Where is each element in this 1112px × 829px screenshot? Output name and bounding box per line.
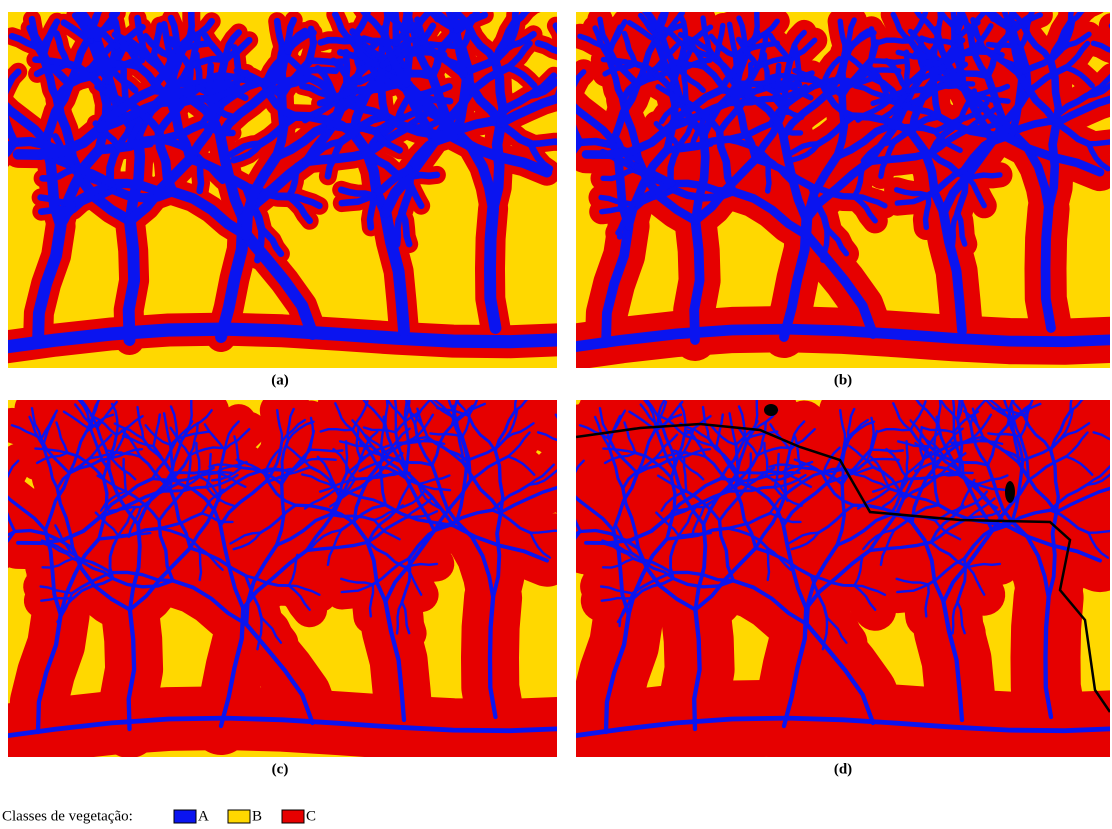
class-a-drainage (124, 70, 126, 102)
class-a-drainage (370, 196, 373, 228)
classified-map (491, 0, 1112, 368)
class-c-area (558, 55, 568, 98)
class-a-drainage (0, 87, 3, 100)
class-a-drainage (160, 99, 206, 103)
class-a-drainage (770, 76, 802, 79)
class-a-drainage (684, 70, 686, 102)
legend-swatch (282, 810, 304, 823)
class-c-area (556, 26, 568, 56)
class-a-drainage (0, 476, 3, 489)
panel-label: (a) (271, 372, 289, 388)
class-a-drainage (385, 0, 387, 36)
legend-label: B (252, 808, 262, 824)
class-a-drainage (556, 26, 568, 56)
black-patch (764, 404, 778, 416)
class-c-area (0, 87, 3, 100)
class-c-area (556, 415, 568, 445)
class-a-drainage (310, 29, 313, 61)
class-a-drainage (129, 221, 134, 340)
class-a-drainage (209, 76, 241, 79)
class-a-drainage (737, 472, 782, 474)
class-c-area (568, 461, 584, 489)
class-a-drainage (395, 400, 396, 432)
class-a-drainage (556, 415, 568, 445)
class-a-drainage (694, 221, 699, 340)
classified-map (491, 381, 1112, 757)
panel-label: (b) (834, 372, 852, 388)
class-c-area (558, 444, 568, 487)
class-a-drainage (764, 55, 767, 88)
class-c-area (0, 476, 3, 489)
class-a-drainage (558, 444, 568, 487)
class-a-drainage (907, 441, 908, 473)
class-a-drainage (118, 144, 150, 147)
class-c-area (775, 487, 802, 506)
classified-map (0, 0, 631, 368)
panel-label: (c) (272, 761, 289, 777)
class-a-drainage (926, 196, 929, 228)
legend-swatch (174, 810, 196, 823)
class-a-drainage (207, 66, 211, 99)
class-a-drainage (531, 142, 563, 144)
panel-label: (d) (834, 761, 852, 777)
class-a-drainage (1046, 209, 1052, 328)
class-a-drainage (871, 29, 874, 61)
figure: (a) (b) (c) (d) Classes de vegetação: A B… (0, 0, 1112, 829)
legend-label: A (198, 808, 209, 824)
class-a-drainage (405, 32, 409, 83)
class-a-drainage (879, 40, 911, 42)
class-a-drainage (493, 123, 501, 208)
class-a-drainage (679, 144, 711, 147)
classified-map (0, 381, 631, 757)
class-a-drainage (938, 0, 940, 36)
class-a-drainage (490, 209, 496, 328)
black-patch (1005, 481, 1015, 503)
class-a-drainage (558, 55, 568, 98)
class-a-drainage (1089, 142, 1112, 144)
legend-title: Classes de vegetação: (2, 808, 133, 824)
class-c-area (3, 461, 19, 489)
legend-label: C (306, 808, 316, 824)
legend-swatch (228, 810, 250, 823)
